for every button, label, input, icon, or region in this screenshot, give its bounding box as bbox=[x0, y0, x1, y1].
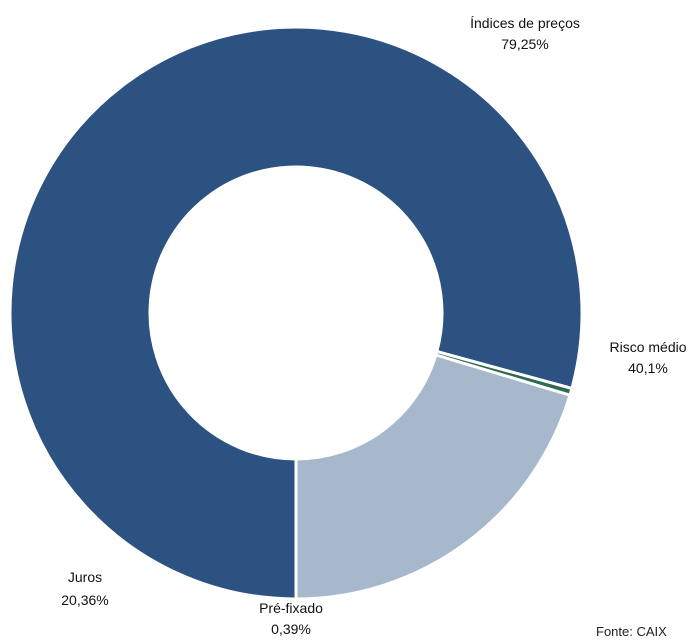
label-indices-value: 79,25% bbox=[501, 36, 548, 52]
source-note: Fonte: CAIX bbox=[596, 624, 667, 639]
slices-layer bbox=[8, 25, 584, 601]
label-risco-name: Risco médio bbox=[609, 339, 686, 355]
donut-slice-ndices-de-pre-os bbox=[8, 25, 584, 601]
label-juros-name: Juros bbox=[68, 569, 102, 585]
donut-slice-juros bbox=[294, 353, 572, 601]
label-prefixado-value: 0,39% bbox=[271, 621, 311, 637]
label-prefixado-name: Pré-fixado bbox=[259, 600, 323, 616]
label-risco-value: 40,1% bbox=[628, 360, 668, 376]
label-juros-value: 20,36% bbox=[61, 592, 108, 608]
label-indices-name: Índices de preços bbox=[470, 15, 580, 31]
